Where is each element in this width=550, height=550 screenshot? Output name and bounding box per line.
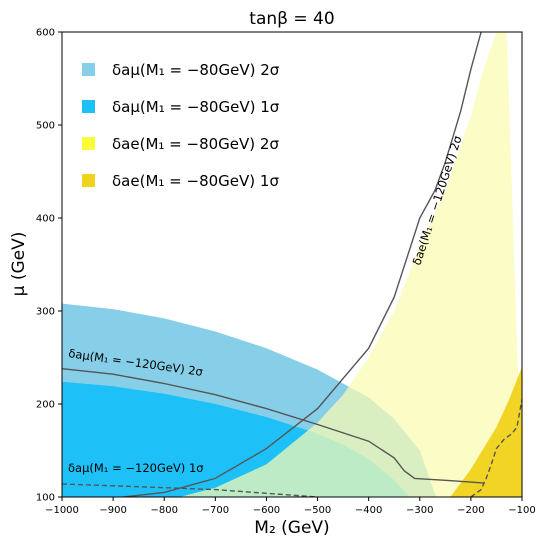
legend-swatch-ae-2sigma xyxy=(82,137,95,150)
legend-swatch-amu-2sigma xyxy=(82,63,95,76)
x-tick-label: −100 xyxy=(508,505,535,516)
legend-label-amu-2sigma: δaμ(M₁ = −80GeV) 2σ xyxy=(112,61,280,79)
band-ae-2sigma xyxy=(62,32,522,497)
contour-label-amu-1sigma: δaμ(M₁ = −120GeV) 1σ xyxy=(68,461,204,475)
y-tick-label: 600 xyxy=(36,28,55,39)
legend-label-ae-1sigma: δae(M₁ = −80GeV) 1σ xyxy=(112,172,279,190)
x-tick-label: −200 xyxy=(457,505,484,516)
x-tick-label: −500 xyxy=(304,505,331,516)
legend-label-ae-2sigma: δae(M₁ = −80GeV) 2σ xyxy=(112,135,279,153)
chart-title: tanβ = 40 xyxy=(249,9,334,29)
y-tick-label: 200 xyxy=(36,400,55,411)
bands-layer xyxy=(62,32,522,497)
x-tick-label: −800 xyxy=(150,505,177,516)
x-tick-label: −300 xyxy=(406,505,433,516)
plot-frame xyxy=(61,31,523,498)
contour-line-3 xyxy=(470,399,522,497)
contour-line-0 xyxy=(62,368,484,484)
y-tick-label: 400 xyxy=(36,214,55,225)
y-tick-label: 100 xyxy=(36,493,55,504)
x-tick-label: −600 xyxy=(253,505,280,516)
y-tick-label: 500 xyxy=(36,121,55,132)
x-tick-label: −1000 xyxy=(45,505,79,516)
y-axis-title: μ (GeV) xyxy=(9,232,29,297)
x-axis-title: M₂ (GeV) xyxy=(254,518,329,538)
y-tick-label: 300 xyxy=(36,307,55,318)
contours-layer xyxy=(62,32,522,497)
x-tick-label: −900 xyxy=(99,505,126,516)
x-tick-label: −400 xyxy=(355,505,382,516)
contour-line-1 xyxy=(62,483,318,497)
x-tick-label: −700 xyxy=(202,505,229,516)
y-axis-ticks: 100 200 300 400 500 600 xyxy=(36,28,62,504)
contour-line-2 xyxy=(123,32,482,497)
legend-label-amu-1sigma: δaμ(M₁ = −80GeV) 1σ xyxy=(112,98,280,116)
x-axis-ticks: −1000 −900 −800 −700 −600 −500 −400 −300 −200 −10… xyxy=(45,497,536,516)
legend-swatch-amu-1sigma xyxy=(82,100,95,113)
legend: δaμ(M₁ = −80GeV) 2σ δaμ(M₁ = −80GeV) 1σ … xyxy=(82,61,280,190)
legend-swatch-ae-1sigma xyxy=(82,174,95,187)
band-ae-1sigma xyxy=(450,366,522,497)
